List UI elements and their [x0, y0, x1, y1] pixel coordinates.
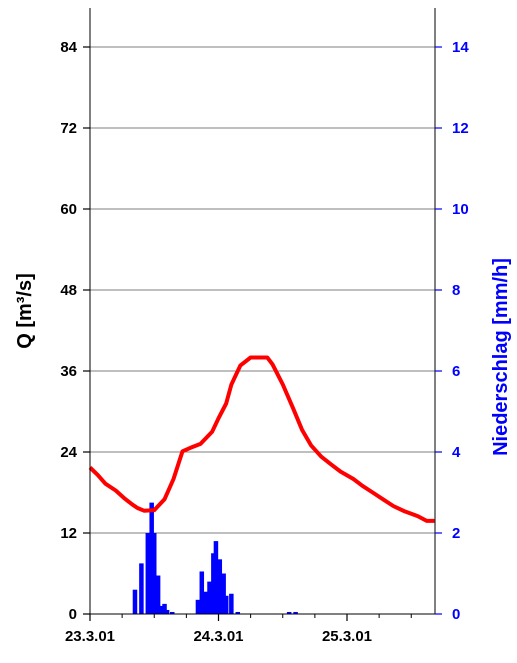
y-tick-label-left: 24 [60, 444, 77, 461]
precip-bar [199, 571, 205, 614]
precipitation-bars [132, 502, 298, 614]
precip-bar [203, 591, 208, 614]
plot-area [90, 8, 435, 614]
precip-bar [159, 605, 165, 614]
precip-bar [229, 593, 234, 614]
y-tick-label-right: 12 [452, 120, 469, 137]
precip-bar [293, 611, 298, 614]
precip-bar [286, 611, 292, 614]
y-tick-label-left: 0 [69, 606, 77, 623]
y-tick-label-left: 72 [60, 120, 77, 137]
y-tick-label-right: 6 [452, 363, 460, 380]
precip-bar [152, 533, 157, 614]
y-tick-label-right: 14 [452, 39, 469, 56]
precip-bar [223, 595, 229, 614]
y-tick-label-left: 48 [60, 282, 77, 299]
precip-bar [195, 599, 201, 614]
precip-bar [155, 575, 161, 614]
y-tick-label-left: 60 [60, 201, 77, 218]
precip-bar [213, 541, 219, 614]
x-tick-label: 23.3.01 [65, 628, 115, 645]
y-tick-label-right: 2 [452, 525, 460, 542]
y-axis-left-label: Q [m³/s] [14, 273, 36, 349]
y-tick-label-right: 10 [452, 201, 469, 218]
y-tick-label-left: 12 [60, 525, 77, 542]
y-tick-label-right: 8 [452, 282, 460, 299]
precip-bar [149, 502, 154, 614]
y-axis-right-label: Niederschlag [mm/h] [490, 258, 512, 456]
precip-bar [235, 611, 241, 614]
precip-bar [139, 563, 144, 614]
precip-bar [207, 581, 212, 614]
x-tick-label: 25.3.01 [322, 628, 372, 645]
discharge-line [88, 355, 435, 523]
y-tick-label-left: 36 [60, 363, 77, 380]
y-tick-label-right: 0 [452, 606, 460, 623]
precip-bar [211, 553, 216, 614]
precip-bar [217, 559, 223, 614]
precip-bar [169, 611, 175, 614]
y-tick-label-right: 4 [452, 444, 461, 461]
precip-bar [132, 589, 138, 614]
precip-bar [145, 533, 151, 614]
axes [83, 8, 442, 621]
y-tick-label-left: 84 [60, 39, 77, 56]
discharge-series-line [88, 355, 435, 523]
precip-bar [162, 603, 167, 614]
x-tick-label: 24.3.01 [193, 628, 243, 645]
grid [90, 46, 435, 534]
precip-bar [164, 609, 170, 614]
precip-bar [221, 573, 226, 614]
